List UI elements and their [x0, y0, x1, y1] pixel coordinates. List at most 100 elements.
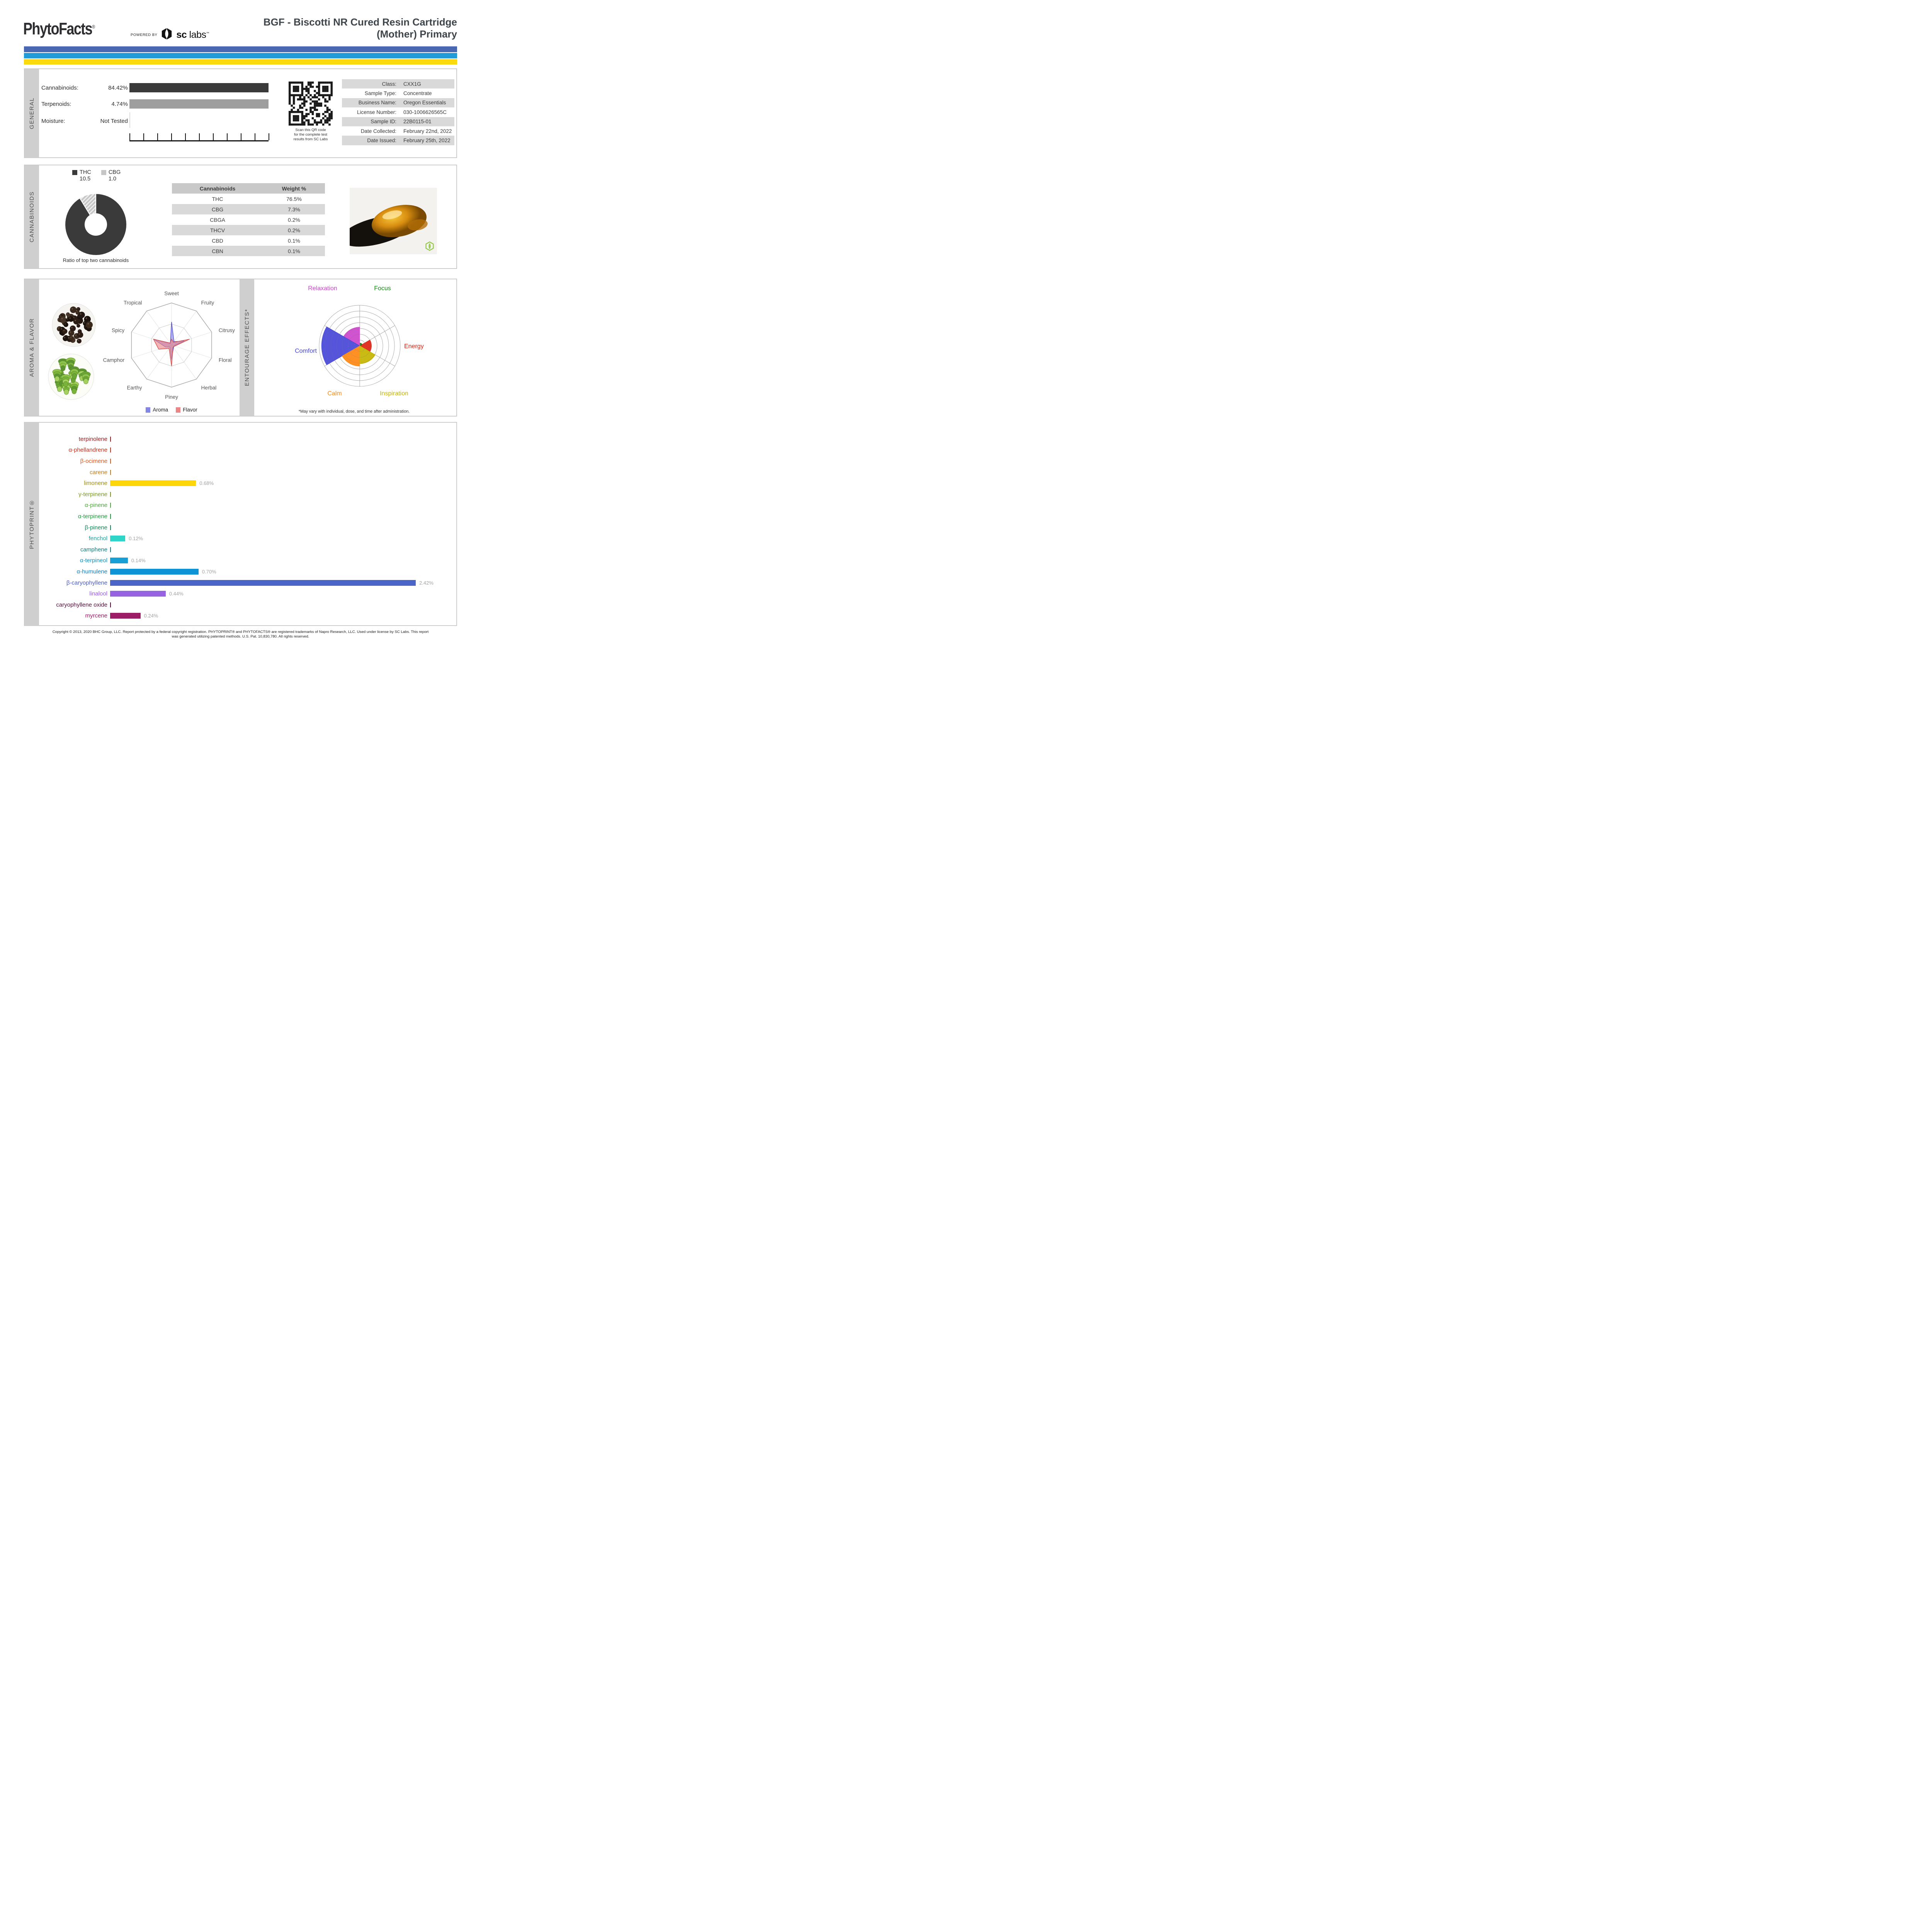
section-aroma-flavor: AROMA & FLAVOR Sweet Fruity Citrusy Floral H… [24, 279, 457, 417]
legend-name: CBG [108, 169, 121, 175]
stat-label: Moisture: [41, 117, 65, 124]
aroma-radar-pane: Sweet Fruity Citrusy Floral Herbal Piney Earth… [39, 279, 240, 416]
terpene-zero-tick [110, 458, 111, 464]
info-value: February 25th, 2022 [403, 138, 451, 144]
cannabinoid-cell: CBN [172, 246, 263, 256]
ruler-tick [213, 133, 214, 140]
ruler-tick [199, 133, 200, 140]
terpene-label: limonene [84, 480, 107, 487]
entourage-radar-pane: *May vary with individual, dose, and tim… [254, 279, 456, 416]
pie-legend-item: CBG 1.0 [101, 169, 121, 182]
info-label: Sample Type: [364, 90, 396, 97]
terpene-zero-tick [110, 525, 111, 530]
phytofacts-report: PhytoFacts® POWERED BY sc labs™ BGF - Bi… [0, 0, 479, 678]
cannabinoid-cell: 7.3% [263, 204, 325, 214]
stat-row: Moisture: Not Tested [41, 116, 128, 126]
legend-swatch [101, 170, 106, 175]
info-value: Concentrate [403, 90, 432, 97]
section-cannabinoids: CANNABINOIDS Ratio of top two cannabinoi… [24, 165, 457, 269]
stat-bar [129, 99, 269, 109]
aroma-axis-label: Earthy [127, 385, 142, 391]
terpene-label: β-ocimene [80, 457, 107, 464]
info-label: License Number: [357, 109, 396, 115]
ruler-tick [185, 133, 186, 140]
terpene-zero-tick [110, 436, 111, 442]
terpene-value: 0.70% [202, 568, 216, 575]
terpene-row: fenchol 0.12% [39, 533, 456, 544]
cannabinoid-row: THC 76.5% [172, 194, 325, 204]
info-value: February 22nd, 2022 [403, 128, 452, 134]
aroma-axis-label: Fruity [201, 300, 214, 306]
info-label: Class: [382, 81, 396, 87]
terpene-label: α-terpinene [78, 513, 107, 520]
cannabinoid-cell: 0.2% [263, 225, 325, 235]
entourage-effect-label: Inspiration [380, 390, 408, 397]
terpene-row: myrcene 0.24% [39, 611, 456, 622]
terpene-value: 0.14% [131, 558, 146, 564]
terpene-label: α-humulene [77, 568, 107, 575]
terpene-bar [110, 568, 199, 575]
trademark: ™ [206, 31, 209, 35]
cannabinoid-table-header: Cannabinoids [172, 183, 263, 194]
terpene-bar [110, 591, 166, 597]
terpene-label: α-pinene [85, 502, 107, 509]
footer-line2: was generated utilizing patented methods… [172, 634, 309, 639]
terpene-bar [110, 558, 128, 564]
info-label: Date Collected: [360, 128, 396, 134]
info-value: 030-1006626565C [403, 109, 447, 115]
section-general-sidebar: GENERAL [25, 69, 39, 157]
terpene-zero-tick [110, 514, 111, 519]
terpene-bar [110, 480, 196, 486]
sclabs-labs: labs [189, 29, 206, 40]
section-cannabinoids-sidebar: CANNABINOIDS [25, 165, 39, 268]
legend-name: Aroma [153, 407, 168, 413]
stripe-blue-dark [24, 46, 457, 52]
legend-name: Flavor [183, 407, 197, 413]
terpene-row: terpinolene [39, 434, 456, 445]
footer-line1: Copyright © 2013, 2020 BHC Group, LLC. R… [52, 630, 429, 634]
terpene-label: γ-terpinene [78, 491, 107, 498]
section-phytoprint-label: PHYTOPRINT® [29, 499, 35, 549]
info-label: Business Name: [358, 100, 396, 106]
aroma-axis-label: Citrusy [219, 327, 235, 333]
cannabinoid-cell: 0.1% [288, 237, 300, 244]
aroma-axis-label: Spicy [112, 327, 124, 333]
stat-bar [129, 83, 269, 92]
aroma-legend-item: Flavor [176, 407, 197, 413]
terpene-bar [110, 536, 126, 542]
terpene-label: α-phellandrene [68, 447, 107, 454]
section-aroma-content: Sweet Fruity Citrusy Floral Herbal Piney Earth… [39, 279, 456, 416]
ratio-caption: Ratio of top two cannabinoids [63, 257, 129, 263]
cannabinoid-cell: THC [212, 196, 223, 202]
legend-name: THC [80, 169, 91, 175]
terpene-zero-tick [110, 547, 111, 552]
terpene-zero-tick [110, 469, 111, 475]
info-value: 22B0115-01 [403, 119, 432, 125]
section-general-content: Cannabinoids: 84.42% Terpenoids: 4.74% Moist… [39, 69, 456, 157]
info-row: Class: CXX1G [342, 79, 454, 89]
terpene-zero-tick [110, 602, 111, 607]
cannabinoid-row: THCV 0.2% [172, 225, 325, 235]
ruler-tick [157, 133, 158, 140]
sample-title: BGF - Biscotti NR Cured Resin Cartridge … [264, 16, 457, 40]
terpene-label: α-terpineol [80, 557, 107, 564]
sample-title-line2: (Mother) Primary [376, 28, 457, 40]
terpene-row: β-caryophyllene 2.42% [39, 577, 456, 588]
moisture-empty-bar-line [129, 112, 130, 128]
aroma-axis-label: Piney [165, 394, 178, 400]
aroma-legend-item: Aroma [146, 407, 168, 413]
section-cannabinoids-label: CANNABINOIDS [29, 191, 35, 243]
cannabinoid-cell: 76.5% [286, 196, 302, 202]
legend-value: 1.0 [108, 176, 116, 182]
entourage-effect-label: Relaxation [308, 285, 337, 292]
info-row: Date Issued: February 25th, 2022 [342, 136, 454, 145]
section-general: GENERAL Cannabinoids: 84.42% Terpenoids: 4.… [24, 68, 457, 158]
terpene-label: caryophyllene oxide [56, 601, 107, 608]
cannabinoid-row: CBGA 0.2% [172, 214, 325, 225]
stat-row: Cannabinoids: 84.42% [41, 83, 128, 92]
section-aroma-sidebar: AROMA & FLAVOR [25, 279, 39, 416]
terpene-bar [110, 613, 141, 619]
powered-by-label: POWERED BY [131, 32, 158, 37]
terpene-value: 0.12% [129, 536, 143, 542]
cannabinoid-cell: CBGA [210, 216, 225, 223]
